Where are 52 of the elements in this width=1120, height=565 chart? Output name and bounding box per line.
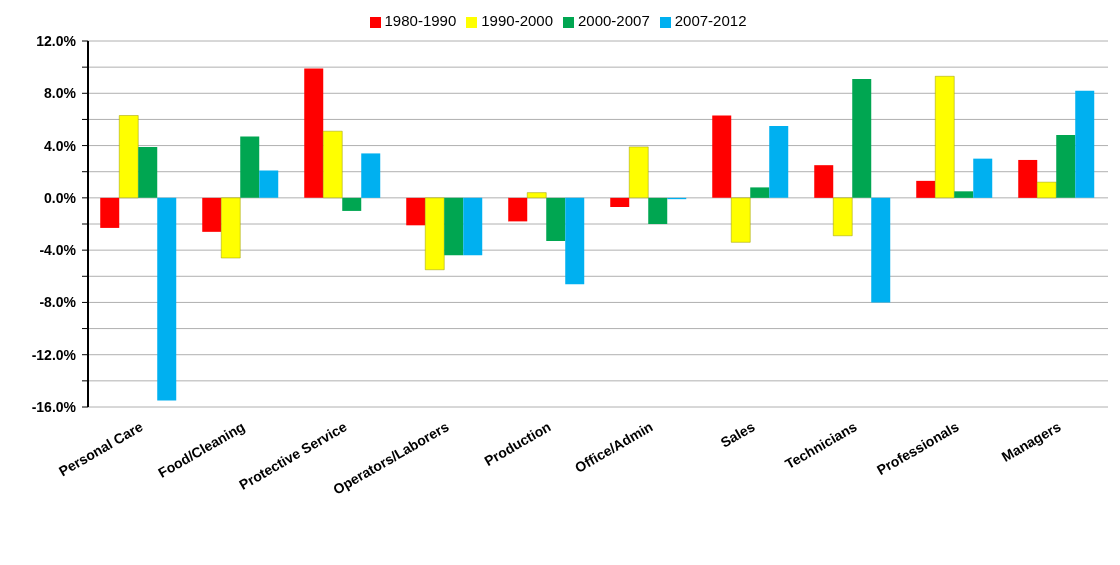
bar: [424, 197, 445, 270]
legend-label: 2000-2007: [578, 12, 650, 29]
y-tick-label: 12.0%: [36, 33, 77, 49]
y-tick-label: 8.0%: [44, 85, 77, 102]
bar: [361, 153, 381, 198]
bar: [1018, 159, 1038, 198]
bar: [750, 187, 770, 198]
bar: [546, 197, 566, 241]
legend-label: 1990-2000: [481, 12, 553, 29]
bar: [526, 192, 547, 199]
x-tick-label: Sales: [717, 418, 758, 451]
bar: [118, 115, 139, 199]
bar: [220, 197, 241, 259]
bar: [934, 76, 955, 199]
bar: [463, 197, 483, 256]
bar: [832, 197, 853, 237]
bar: [628, 146, 649, 199]
bar: [444, 197, 464, 256]
y-tick-label: -16.0%: [31, 399, 77, 415]
y-tick-label: -4.0%: [39, 242, 77, 259]
bar: [259, 170, 279, 198]
bar: [730, 197, 751, 243]
bar: [202, 197, 222, 232]
bar: [954, 191, 974, 198]
y-tick-label: -12.0%: [31, 346, 77, 363]
bar: [138, 146, 158, 198]
legend-label: 1980-1990: [384, 12, 457, 29]
y-tick-label: -8.0%: [39, 294, 77, 311]
bar: [508, 197, 528, 222]
bar: [304, 68, 324, 198]
bar: [157, 197, 177, 401]
bar: [648, 197, 668, 224]
bar: [712, 115, 732, 198]
bar: [769, 125, 789, 198]
bar: [565, 197, 585, 285]
bar: [852, 78, 872, 198]
bar: [240, 136, 260, 198]
bar: [916, 180, 936, 198]
y-tick-label: 4.0%: [44, 137, 77, 154]
bar: [871, 197, 891, 303]
bar: [1056, 135, 1076, 198]
bar: [342, 197, 362, 211]
bar: [973, 158, 993, 198]
bar: [100, 197, 120, 228]
legend-label: 2007-2012: [674, 12, 747, 29]
bar: [1075, 90, 1095, 198]
bar: [322, 130, 343, 199]
bar: [1036, 181, 1057, 199]
bar: [610, 197, 630, 208]
bar: [814, 165, 834, 198]
y-tick-label: 0.0%: [44, 189, 77, 206]
bar: [406, 197, 426, 226]
